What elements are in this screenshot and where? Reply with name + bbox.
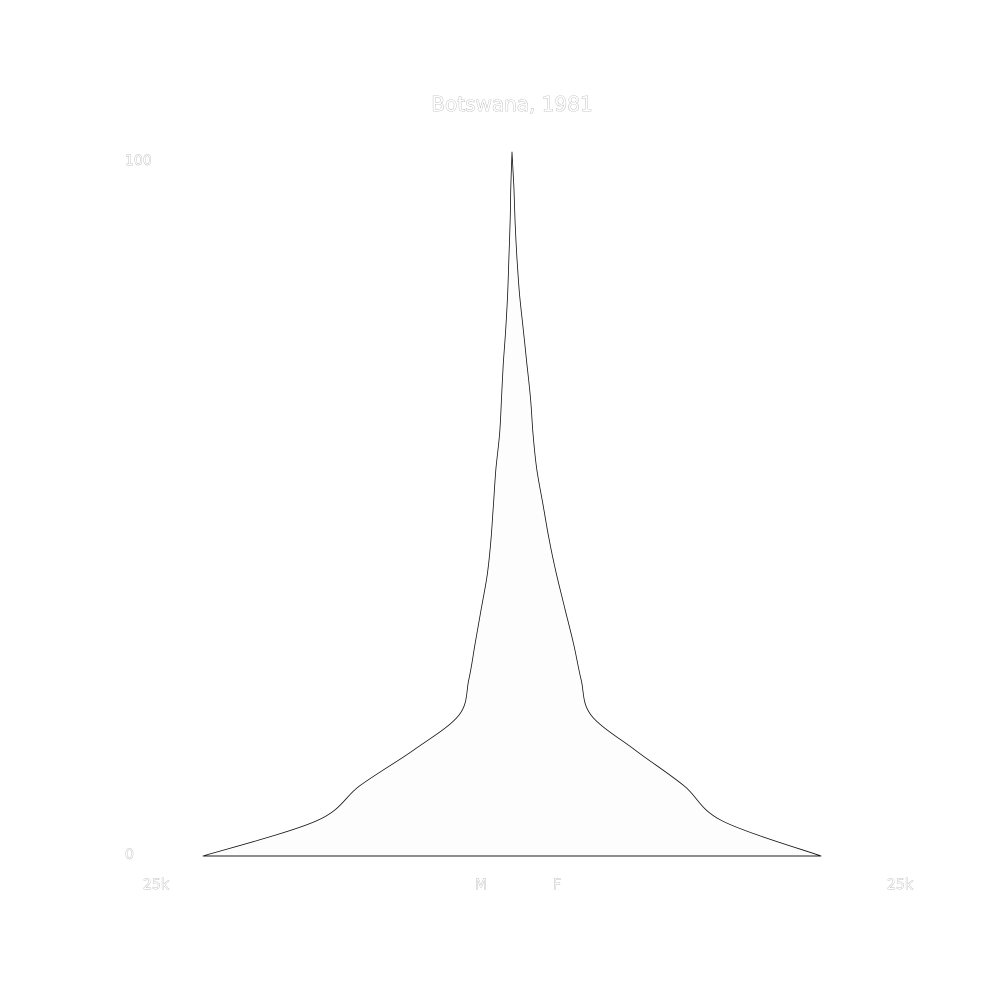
series-label-female: F bbox=[553, 877, 561, 893]
chart-title: Botswana, 1981 bbox=[431, 92, 592, 116]
x-tick-label-right: 25k bbox=[887, 877, 914, 893]
plot-area bbox=[202, 151, 822, 857]
pyramid-area bbox=[202, 151, 822, 857]
y-tick-label-max: 100 bbox=[125, 153, 152, 169]
x-tick-label-left: 25k bbox=[143, 877, 170, 893]
y-tick-label-min: 0 bbox=[125, 847, 134, 863]
series-label-male: M bbox=[475, 877, 487, 893]
